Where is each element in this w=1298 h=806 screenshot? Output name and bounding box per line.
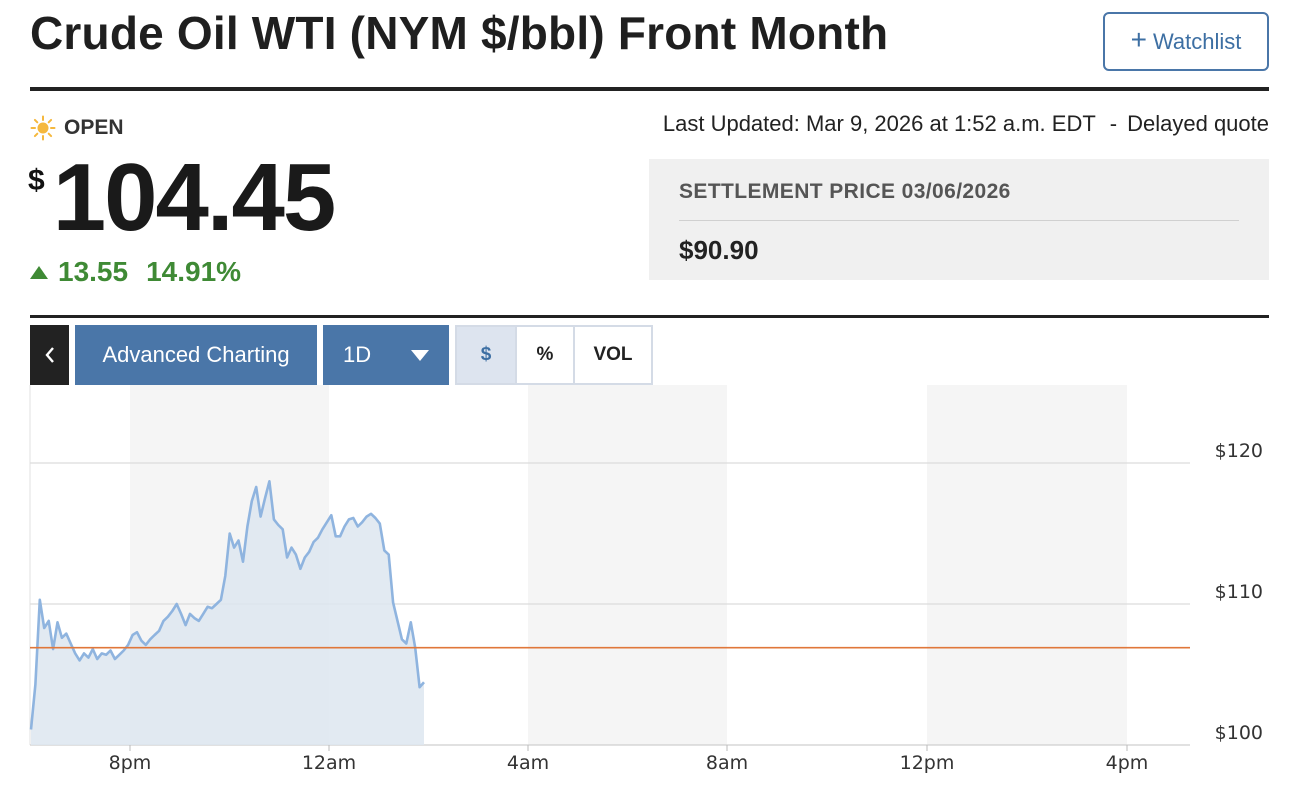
arrow-up-icon: [30, 265, 48, 279]
watchlist-label: Watchlist: [1152, 28, 1242, 54]
settlement-value: $90.90: [679, 235, 759, 265]
y-tick-label: $110: [1215, 581, 1263, 603]
header-divider: [30, 87, 1269, 91]
mode-percent-button[interactable]: %: [515, 327, 573, 383]
x-tick-label: 4pm: [1106, 752, 1149, 774]
price-area: [31, 481, 424, 745]
currency-symbol: $: [28, 164, 45, 197]
caret-down-icon: [411, 349, 429, 361]
settlement-divider: [679, 220, 1239, 221]
sun-icon: [30, 115, 56, 141]
x-tick-label: 12pm: [900, 752, 955, 774]
market-status: OPEN: [30, 115, 124, 141]
time-band: [528, 385, 727, 745]
market-state-label: OPEN: [64, 116, 124, 139]
chevron-left-icon: [44, 347, 54, 363]
quote-type: Delayed quote: [1127, 111, 1269, 136]
x-tick-label: 8pm: [109, 752, 152, 774]
collapse-chart-button[interactable]: [30, 325, 69, 385]
range-label: 1D: [343, 342, 372, 367]
page-title: Crude Oil WTI (NYM $/bbl) Front Month: [30, 7, 889, 59]
change-percent: 14.91%: [146, 256, 242, 287]
time-band: [927, 385, 1127, 745]
x-tick-label: 12am: [302, 752, 356, 774]
last-updated-text: Last Updated: Mar 9, 2026 at 1:52 a.m. E…: [662, 111, 1096, 136]
y-tick-label: $120: [1215, 440, 1263, 462]
x-tick-label: 8am: [706, 752, 748, 774]
last-updated: Last Updated: Mar 9, 2026 at 1:52 a.m. E…: [663, 111, 1269, 137]
price-line: [29, 479, 425, 730]
y-tick-label: $100: [1215, 722, 1263, 744]
add-to-watchlist-button[interactable]: + Watchlist: [1103, 12, 1269, 71]
settlement-label: SETTLEMENT PRICE 03/06/2026: [679, 180, 1011, 203]
mode-volume-button[interactable]: VOL: [573, 327, 651, 383]
x-tick-label: 4am: [507, 752, 549, 774]
change-value: 13.55: [58, 256, 129, 287]
chart-mode-toggle: $ % VOL: [455, 325, 653, 385]
chart-divider: [30, 315, 1269, 318]
mode-dollar-button[interactable]: $: [457, 327, 515, 383]
price-block: $ 104.45: [28, 144, 337, 251]
settlement-panel: SETTLEMENT PRICE 03/06/2026 $90.90: [649, 159, 1269, 280]
price-change: 13.55 14.91%: [30, 256, 241, 288]
last-price: 104.45: [52, 144, 337, 251]
separator: -: [1109, 111, 1118, 136]
plus-icon: +: [1130, 24, 1147, 55]
range-select[interactable]: 1D: [323, 325, 449, 385]
advanced-charting-button[interactable]: Advanced Charting: [75, 325, 317, 385]
